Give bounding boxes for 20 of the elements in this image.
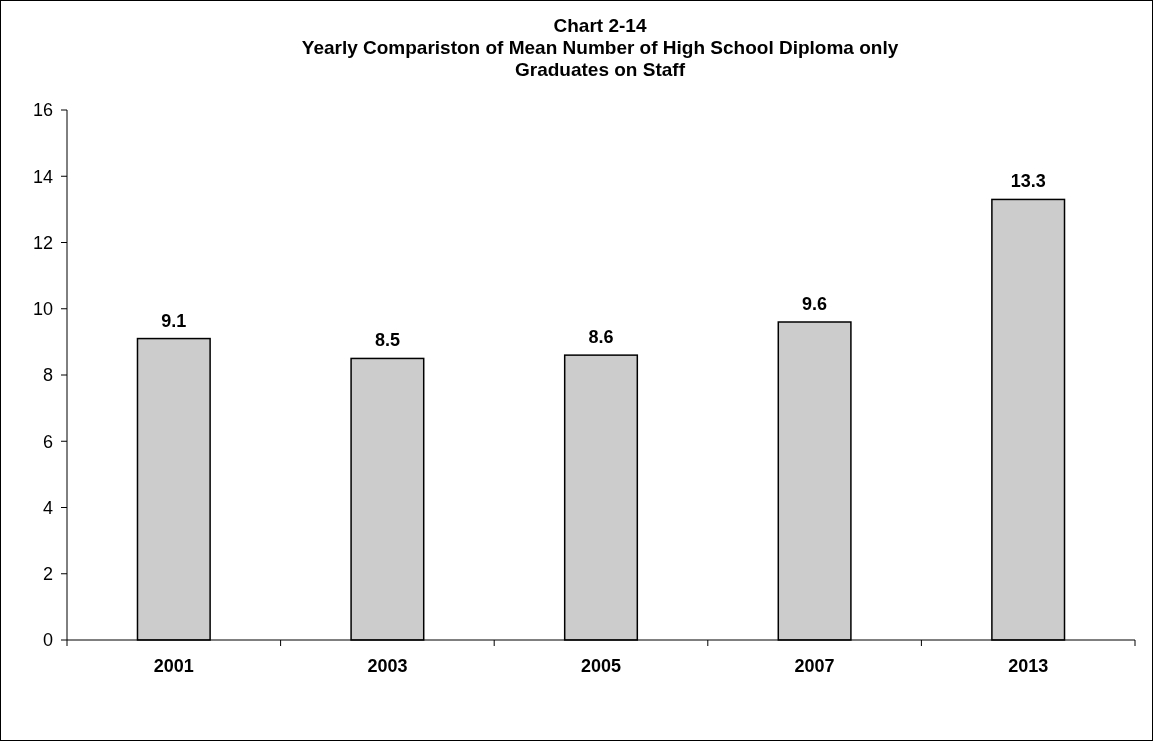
x-tick-label: 2005 [580,656,622,676]
y-tick-label: 6 [42,431,53,452]
y-tick-label: 2 [42,564,53,585]
data-label: 8.6 [588,327,614,348]
x-tick-label: 2007 [794,656,835,676]
x-tick-label: 2003 [367,656,408,676]
y-tick-label: 0 [42,630,53,651]
y-tick-label: 14 [32,166,53,187]
data-label: 8.5 [374,330,400,351]
y-tick-label: 8 [42,365,53,386]
x-tick-label: 2013 [1008,656,1049,676]
x-tick-label: 2001 [153,656,194,676]
data-label: 9.6 [802,294,828,314]
y-tick-label: 10 [32,299,53,320]
y-tick-label: 12 [32,232,53,253]
y-tick-label: 4 [42,497,53,518]
data-label: 9.1 [161,310,187,331]
chart-title: Chart 2-14 Yearly Compariston of Mean Number of High School Diploma only Graduates on Staff [301,15,899,80]
y-tick-label: 16 [32,100,53,121]
data-label: 13.3 [1010,171,1046,192]
